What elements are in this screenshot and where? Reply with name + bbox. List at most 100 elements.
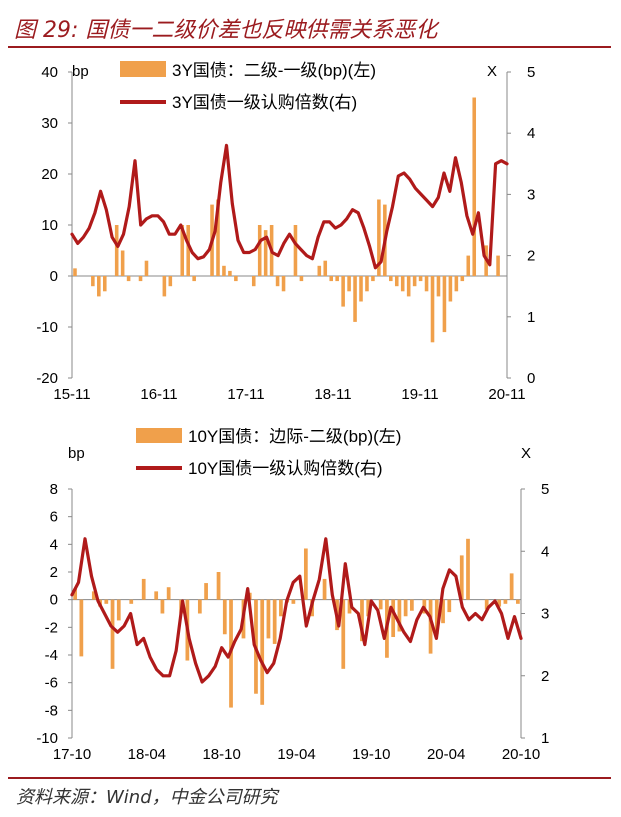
bar <box>228 270 232 276</box>
bar <box>222 599 227 635</box>
bar <box>168 276 173 287</box>
right-unit-label: X <box>487 63 497 80</box>
x-tick-label: 18-04 <box>128 746 166 763</box>
bar <box>291 599 296 604</box>
bar <box>234 276 238 282</box>
left-tick-label: 20 <box>41 166 58 183</box>
bar <box>186 225 190 276</box>
bar <box>466 255 471 276</box>
bar <box>216 572 221 600</box>
bar <box>91 591 96 600</box>
legend-bar-swatch <box>136 428 182 443</box>
multiple-line <box>70 537 523 684</box>
bar <box>359 276 363 302</box>
left-tick-label: -20 <box>36 370 58 387</box>
left-tick-label: -10 <box>36 319 58 336</box>
right-tick-label: 5 <box>541 481 549 498</box>
bar <box>430 276 435 343</box>
right-tick-label: 5 <box>527 64 535 81</box>
bar <box>322 578 327 600</box>
bar <box>192 276 196 282</box>
left-tick-label: -2 <box>45 619 58 636</box>
bar <box>347 276 351 292</box>
right-unit-label: X <box>521 445 531 462</box>
bar <box>293 225 298 276</box>
bar <box>391 599 396 638</box>
x-tick-label: 18-11 <box>314 386 351 403</box>
left-tick-label: 8 <box>50 481 58 498</box>
right-tick-label: 0 <box>527 370 535 387</box>
left-tick-label: 0 <box>50 268 58 285</box>
bar <box>141 578 146 600</box>
bar <box>180 225 185 276</box>
bar <box>371 276 375 282</box>
right-tick-label: 3 <box>541 606 549 623</box>
bar <box>434 599 439 635</box>
bar <box>335 276 339 282</box>
legend-line-label: 10Y国债一级认购倍数(右) <box>188 459 383 478</box>
left-tick-label: 40 <box>41 64 58 81</box>
bar <box>366 599 371 617</box>
x-tick-label: 18-10 <box>202 746 240 763</box>
left-tick-label: -4 <box>45 647 58 664</box>
multiple-line <box>70 143 509 270</box>
bar <box>389 276 393 282</box>
bar <box>166 587 171 600</box>
x-tick-label: 19-11 <box>401 386 438 403</box>
bar <box>160 599 165 614</box>
bar <box>110 599 115 669</box>
bar <box>79 599 84 657</box>
right-tick-label: 3 <box>527 186 535 203</box>
bar <box>129 599 134 604</box>
bar <box>418 276 423 282</box>
bar <box>459 555 464 600</box>
bar <box>412 276 417 287</box>
left-tick-label: 30 <box>41 115 58 132</box>
bar <box>323 260 328 276</box>
source-note: 资料来源：Wind，中金公司研究 <box>16 787 278 808</box>
bar <box>460 276 465 282</box>
bar <box>428 599 433 654</box>
bar <box>204 583 208 600</box>
bar <box>454 276 459 292</box>
right-tick-label: 4 <box>541 543 549 560</box>
left-tick-label: 4 <box>50 536 58 553</box>
bar <box>303 548 308 600</box>
left-tick-label: 0 <box>50 592 58 609</box>
legend-line-label: 3Y国债一级认购倍数(右) <box>172 93 357 112</box>
bar <box>102 276 107 292</box>
x-tick-label: 19-10 <box>352 746 390 763</box>
right-tick-label: 1 <box>541 730 549 747</box>
x-tick-label: 16-11 <box>140 386 177 403</box>
legend-bar-swatch <box>120 61 166 77</box>
bar <box>281 276 286 292</box>
bar <box>472 97 477 276</box>
bar <box>73 268 77 276</box>
bar <box>299 276 304 282</box>
bar <box>503 599 508 604</box>
bar <box>154 591 159 600</box>
bar <box>266 599 271 639</box>
bar <box>341 276 345 307</box>
bar <box>279 599 283 617</box>
bar <box>263 230 268 276</box>
bar <box>447 599 452 613</box>
bar <box>497 599 502 607</box>
title-rule <box>8 46 611 48</box>
left-tick-label: -10 <box>36 730 58 747</box>
x-tick-label: 15-11 <box>53 386 90 403</box>
bar <box>73 588 77 600</box>
bar <box>317 265 322 276</box>
right-tick-label: 2 <box>541 668 549 685</box>
bar <box>466 538 470 600</box>
bar <box>516 599 520 604</box>
left-tick-label: -6 <box>45 675 58 692</box>
x-tick-label: 19-04 <box>277 746 315 763</box>
bar <box>91 276 95 287</box>
x-tick-label: 17-10 <box>53 746 91 763</box>
bar <box>272 599 277 644</box>
left-tick-label: 6 <box>50 509 58 526</box>
bar <box>424 276 429 292</box>
bar <box>448 276 453 302</box>
legend-bar-label: 3Y国债：二级-一级(bp)(左) <box>172 61 376 80</box>
